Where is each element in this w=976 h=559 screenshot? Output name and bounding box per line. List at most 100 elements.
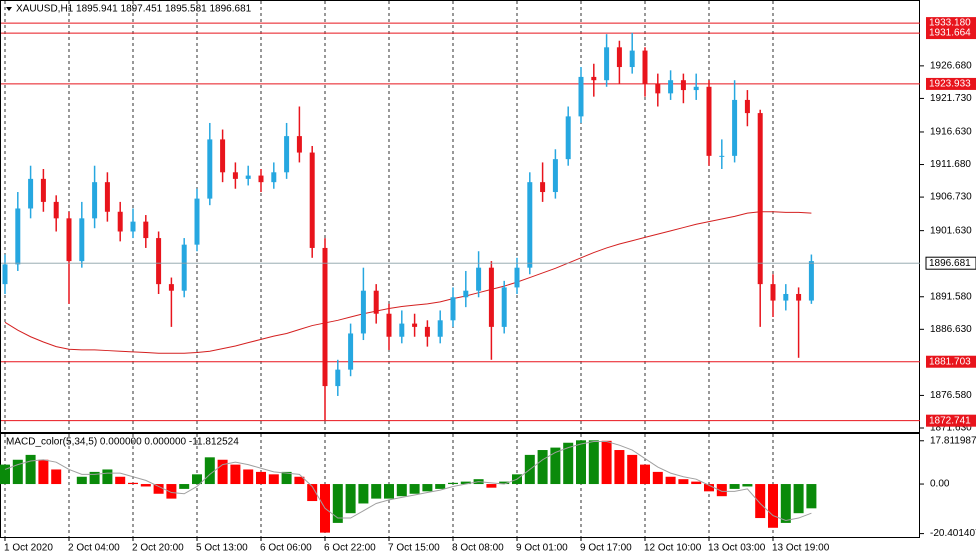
histogram-bar xyxy=(614,450,625,485)
histogram-bar xyxy=(115,476,126,485)
histogram-bar xyxy=(192,474,202,485)
x-tick-label: 13 Oct 19:00 xyxy=(772,543,830,554)
x-tick-label: 2 Oct 20:00 xyxy=(132,543,184,554)
histogram-bar xyxy=(140,484,151,487)
histogram-bar xyxy=(307,484,318,502)
indicator-pane-frame xyxy=(0,433,920,538)
histogram-bar xyxy=(742,484,753,487)
candle-body xyxy=(386,313,392,337)
x-tick-label: 9 Oct 01:00 xyxy=(516,543,568,554)
candle-body xyxy=(245,175,251,179)
histogram-bar xyxy=(499,481,510,485)
candle-body xyxy=(770,284,776,301)
price-level-label: 1881.703 xyxy=(929,356,971,367)
candle-body xyxy=(373,290,379,314)
histogram-bar xyxy=(153,484,164,494)
price-level-tag xyxy=(926,355,976,368)
candle-body xyxy=(719,155,725,157)
candle-body xyxy=(194,198,200,245)
histogram-bar xyxy=(0,464,10,485)
candle-body xyxy=(655,83,661,94)
histogram-bar xyxy=(268,474,279,485)
y-tick-label: 1886.630 xyxy=(930,324,972,335)
x-tick-label: 12 Oct 10:00 xyxy=(644,543,702,554)
candle-body xyxy=(514,267,520,288)
candle-body xyxy=(629,50,635,68)
candle-body xyxy=(348,333,354,370)
histogram-bar xyxy=(601,440,612,485)
candle-body xyxy=(335,369,341,387)
histogram-bar xyxy=(768,484,778,528)
candle-body xyxy=(591,76,597,81)
x-tick-label: 13 Oct 03:00 xyxy=(708,543,766,554)
histogram-bar xyxy=(384,484,394,499)
candle-body xyxy=(616,47,622,68)
y-tick-label: 17.811987 xyxy=(930,435,976,446)
candle-body xyxy=(604,47,610,81)
y-tick-label: 1921.730 xyxy=(930,93,972,104)
histogram-bar xyxy=(179,484,190,489)
candle-body xyxy=(796,293,802,301)
main-pane-frame xyxy=(0,0,920,433)
histogram-bar xyxy=(627,454,638,485)
histogram-bar xyxy=(294,476,305,485)
candle-body xyxy=(232,172,238,179)
candle-body xyxy=(680,80,686,91)
histogram-bar xyxy=(729,484,740,489)
candle-body xyxy=(552,159,558,193)
histogram-bar xyxy=(678,479,689,485)
current-price-tag xyxy=(925,256,976,270)
histogram-bar xyxy=(128,482,138,485)
histogram-bar xyxy=(793,484,804,514)
candle-body xyxy=(578,76,584,117)
histogram-bar xyxy=(435,484,446,489)
candle-body xyxy=(79,218,85,262)
histogram-bar xyxy=(243,469,254,485)
histogram-bar xyxy=(780,484,791,523)
candle-body xyxy=(488,267,494,327)
histogram-bar xyxy=(755,484,766,519)
y-tick-label: -20.401407 xyxy=(930,528,976,539)
candle-body xyxy=(783,293,789,301)
candle-body xyxy=(271,172,277,183)
y-tick-label: 1916.630 xyxy=(930,127,972,138)
histogram-bar xyxy=(665,476,676,485)
price-level-tag xyxy=(926,414,976,427)
x-tick-label: 9 Oct 17:00 xyxy=(580,543,632,554)
histogram-bar xyxy=(230,464,241,485)
histogram-bar xyxy=(204,457,215,485)
histogram-bar xyxy=(358,484,369,504)
candle-body xyxy=(130,221,136,232)
histogram-bar xyxy=(422,484,433,492)
histogram-bar xyxy=(460,481,471,485)
price-level-tag xyxy=(926,17,976,30)
y-tick-label: 1926.680 xyxy=(930,61,972,72)
histogram-bar xyxy=(550,447,561,485)
candle-body xyxy=(322,247,328,387)
histogram-bar xyxy=(371,484,382,499)
histogram-bar xyxy=(102,469,113,485)
histogram-bar xyxy=(345,484,356,514)
x-tick-label: 6 Oct 22:00 xyxy=(324,543,376,554)
candle-body xyxy=(501,287,507,327)
histogram-bar xyxy=(409,484,420,494)
y-tick-label: 0.00 xyxy=(930,479,950,490)
histogram-bar xyxy=(640,464,650,485)
y-tick-label: 1911.680 xyxy=(930,159,971,170)
candle-body xyxy=(143,221,149,239)
histogram-bar xyxy=(38,459,49,485)
price-level-label: 1931.664 xyxy=(929,28,971,39)
candle-body xyxy=(66,218,72,262)
candle-body xyxy=(284,136,290,173)
current-price-label: 1896.681 xyxy=(929,258,971,269)
collapse-icon[interactable] xyxy=(6,7,12,11)
candle-body xyxy=(53,201,59,219)
histogram-bar xyxy=(281,471,292,485)
candle-body xyxy=(296,136,302,153)
indicator-title: MACD_color(5,34,5) 0.000000 0.000000 -11… xyxy=(6,437,239,448)
histogram-bar xyxy=(448,482,458,485)
x-tick-label: 1 Oct 2020 xyxy=(4,543,53,554)
x-tick-label: 8 Oct 08:00 xyxy=(452,543,504,554)
histogram-bar xyxy=(76,476,87,485)
candle-body xyxy=(168,284,174,291)
